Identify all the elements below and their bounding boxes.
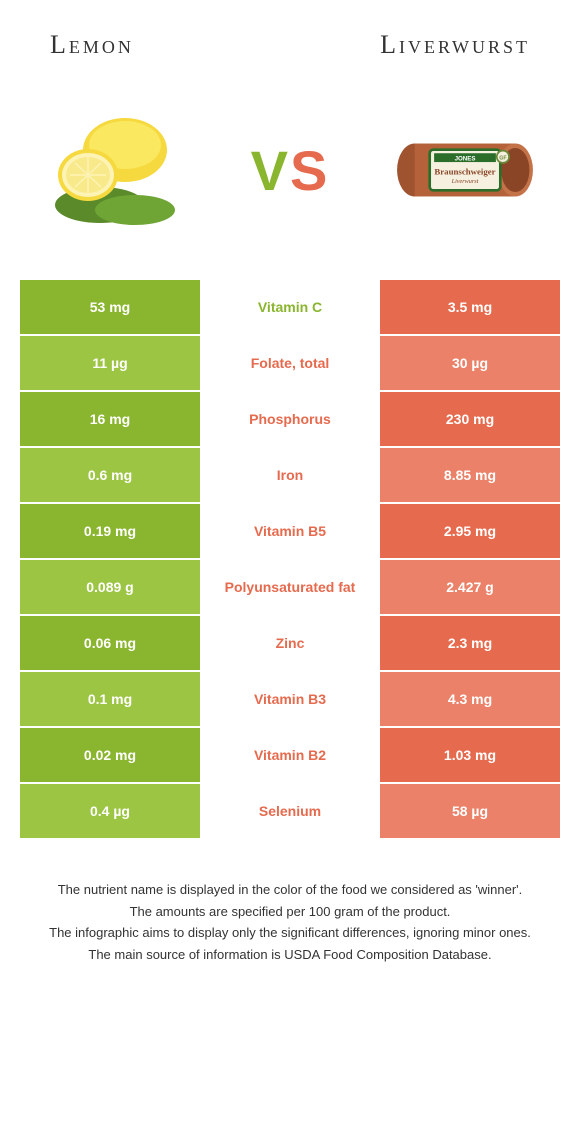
table-row: 11 µgFolate, total30 µg [20,336,560,392]
brand-text: JONES [455,155,476,162]
right-value: 4.3 mg [380,672,560,726]
left-value: 0.1 mg [20,672,200,726]
table-row: 53 mgVitamin C3.5 mg [20,280,560,336]
lemon-image [40,95,190,245]
table-row: 0.1 mgVitamin B34.3 mg [20,672,560,728]
right-value: 8.85 mg [380,448,560,502]
nutrient-table: 53 mgVitamin C3.5 mg11 µgFolate, total30… [20,280,560,840]
lemon-icon [40,95,190,245]
right-value: 1.03 mg [380,728,560,782]
right-value: 2.427 g [380,560,560,614]
table-row: 0.4 µgSelenium58 µg [20,784,560,840]
table-row: 0.089 gPolyunsaturated fat2.427 g [20,560,560,616]
footer-line-4: The main source of information is USDA F… [40,945,540,965]
nutrient-label: Zinc [200,616,380,670]
nutrient-label: Vitamin C [200,280,380,334]
product-name: Braunschweiger [434,166,495,176]
left-value: 16 mg [20,392,200,446]
nutrient-label: Selenium [200,784,380,838]
left-value: 0.4 µg [20,784,200,838]
nutrient-label: Folate, total [200,336,380,390]
table-row: 16 mgPhosphorus230 mg [20,392,560,448]
left-value: 0.089 g [20,560,200,614]
nutrient-label: Vitamin B2 [200,728,380,782]
left-value: 53 mg [20,280,200,334]
right-value: 58 µg [380,784,560,838]
product-sub: Liverwurst [451,179,479,185]
table-row: 0.6 mgIron8.85 mg [20,448,560,504]
vs-label: VS [251,138,330,203]
right-value: 2.3 mg [380,616,560,670]
header: Lemon Liverwurst [0,0,580,70]
left-value: 0.6 mg [20,448,200,502]
right-value: 2.95 mg [380,504,560,558]
right-value: 230 mg [380,392,560,446]
right-value: 3.5 mg [380,280,560,334]
title-right: Liverwurst [380,30,530,60]
nutrient-label: Polyunsaturated fat [200,560,380,614]
liverwurst-icon: JONES Braunschweiger Liverwurst GF [390,125,540,215]
table-row: 0.02 mgVitamin B21.03 mg [20,728,560,784]
vs-s: S [290,139,329,202]
title-left: Lemon [50,30,134,60]
left-value: 11 µg [20,336,200,390]
nutrient-label: Vitamin B5 [200,504,380,558]
right-value: 30 µg [380,336,560,390]
footer-line-3: The infographic aims to display only the… [40,923,540,943]
images-row: VS JONES Braunschweiger Liverwurst GF [0,70,580,280]
nutrient-label: Iron [200,448,380,502]
svg-text:GF: GF [499,155,507,161]
left-value: 0.06 mg [20,616,200,670]
footer: The nutrient name is displayed in the co… [0,840,580,986]
vs-v: V [251,139,290,202]
table-row: 0.06 mgZinc2.3 mg [20,616,560,672]
liverwurst-image: JONES Braunschweiger Liverwurst GF [390,95,540,245]
footer-line-2: The amounts are specified per 100 gram o… [40,902,540,922]
footer-line-1: The nutrient name is displayed in the co… [40,880,540,900]
left-value: 0.02 mg [20,728,200,782]
nutrient-label: Phosphorus [200,392,380,446]
left-value: 0.19 mg [20,504,200,558]
table-row: 0.19 mgVitamin B52.95 mg [20,504,560,560]
nutrient-label: Vitamin B3 [200,672,380,726]
